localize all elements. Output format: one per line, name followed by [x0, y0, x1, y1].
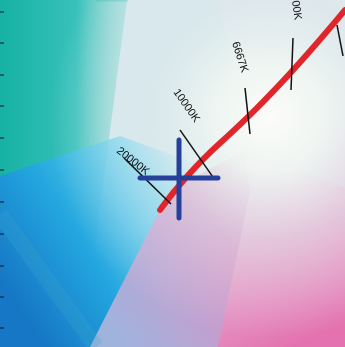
- tick-marks-left: [0, 11, 4, 329]
- blue-sheen: [0, 209, 103, 347]
- isotherm-5000k: 00K: [289, 0, 304, 91]
- isotherm-right-edge: [336, 24, 344, 57]
- isotherm-line-10000k: [179, 129, 216, 181]
- crosshair-icon: [137, 137, 221, 221]
- isotherm-line-6667k: [244, 87, 251, 135]
- isotherm-line-20000k: [123, 157, 172, 205]
- label-5000k: 00K: [289, 0, 304, 21]
- isotherm-line-5000k: [290, 37, 294, 91]
- isotherm-line-right-edge: [336, 24, 344, 57]
